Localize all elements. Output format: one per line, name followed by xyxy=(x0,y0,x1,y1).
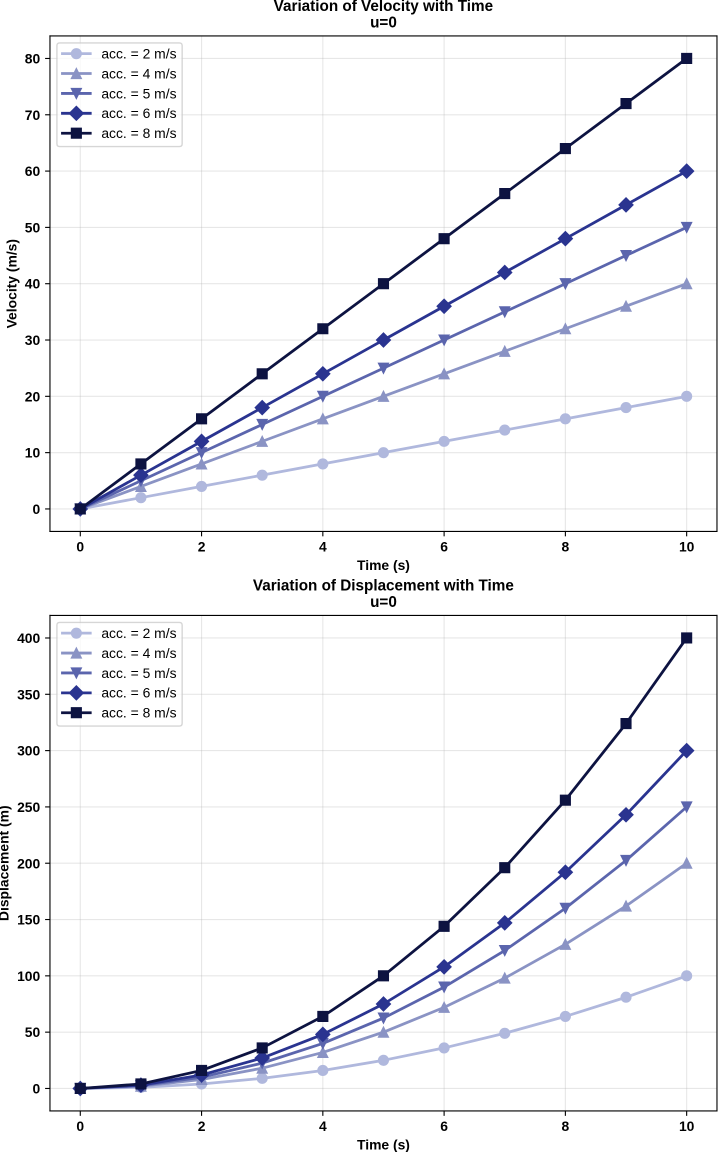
svg-text:Variation of Displacement with: Variation of Displacement with Time xyxy=(253,578,514,595)
svg-text:0: 0 xyxy=(76,1118,84,1134)
svg-text:acc. = 8 m/s: acc. = 8 m/s xyxy=(101,705,176,721)
svg-text:200: 200 xyxy=(17,855,40,871)
svg-text:40: 40 xyxy=(25,276,41,292)
svg-text:acc. = 2 m/s: acc. = 2 m/s xyxy=(101,625,176,641)
svg-text:20: 20 xyxy=(25,388,41,404)
svg-text:4: 4 xyxy=(319,538,327,554)
svg-text:80: 80 xyxy=(25,50,41,66)
svg-text:u=0: u=0 xyxy=(370,594,397,611)
svg-text:30: 30 xyxy=(25,332,41,348)
svg-text:0: 0 xyxy=(33,1080,41,1096)
svg-text:150: 150 xyxy=(17,912,40,928)
svg-text:100: 100 xyxy=(17,968,40,984)
svg-text:350: 350 xyxy=(17,686,40,702)
svg-text:6: 6 xyxy=(440,1118,448,1134)
svg-text:10: 10 xyxy=(679,538,695,554)
svg-text:acc. = 8 m/s: acc. = 8 m/s xyxy=(101,125,176,141)
svg-text:50: 50 xyxy=(25,219,41,235)
svg-text:400: 400 xyxy=(17,630,40,646)
svg-text:u=0: u=0 xyxy=(370,15,397,32)
svg-text:6: 6 xyxy=(440,538,448,554)
svg-text:60: 60 xyxy=(25,163,41,179)
svg-text:2: 2 xyxy=(198,538,206,554)
svg-text:Variation of Velocity with Tim: Variation of Velocity with Time xyxy=(274,0,493,15)
svg-text:acc. = 6 m/s: acc. = 6 m/s xyxy=(101,105,176,121)
svg-text:acc. = 4 m/s: acc. = 4 m/s xyxy=(101,645,176,661)
svg-text:acc. = 4 m/s: acc. = 4 m/s xyxy=(101,65,176,81)
svg-text:acc. = 2 m/s: acc. = 2 m/s xyxy=(101,46,176,62)
svg-text:acc. = 6 m/s: acc. = 6 m/s xyxy=(101,685,176,701)
svg-text:8: 8 xyxy=(562,1118,570,1134)
svg-text:8: 8 xyxy=(562,538,570,554)
svg-text:250: 250 xyxy=(17,799,40,815)
svg-text:300: 300 xyxy=(17,743,40,759)
svg-text:2: 2 xyxy=(198,1118,206,1134)
svg-text:acc. = 5 m/s: acc. = 5 m/s xyxy=(101,85,176,101)
svg-text:Displacement (m): Displacement (m) xyxy=(0,805,12,921)
svg-text:70: 70 xyxy=(25,107,41,123)
svg-text:Time (s): Time (s) xyxy=(357,1136,410,1152)
svg-text:4: 4 xyxy=(319,1118,327,1134)
svg-text:0: 0 xyxy=(33,501,41,517)
svg-text:acc. = 5 m/s: acc. = 5 m/s xyxy=(101,665,176,681)
svg-text:0: 0 xyxy=(76,538,84,554)
svg-text:10: 10 xyxy=(679,1118,695,1134)
svg-text:Velocity (m/s): Velocity (m/s) xyxy=(3,239,19,328)
svg-text:50: 50 xyxy=(25,1024,41,1040)
svg-text:Time (s): Time (s) xyxy=(357,557,410,573)
svg-text:10: 10 xyxy=(25,445,41,461)
